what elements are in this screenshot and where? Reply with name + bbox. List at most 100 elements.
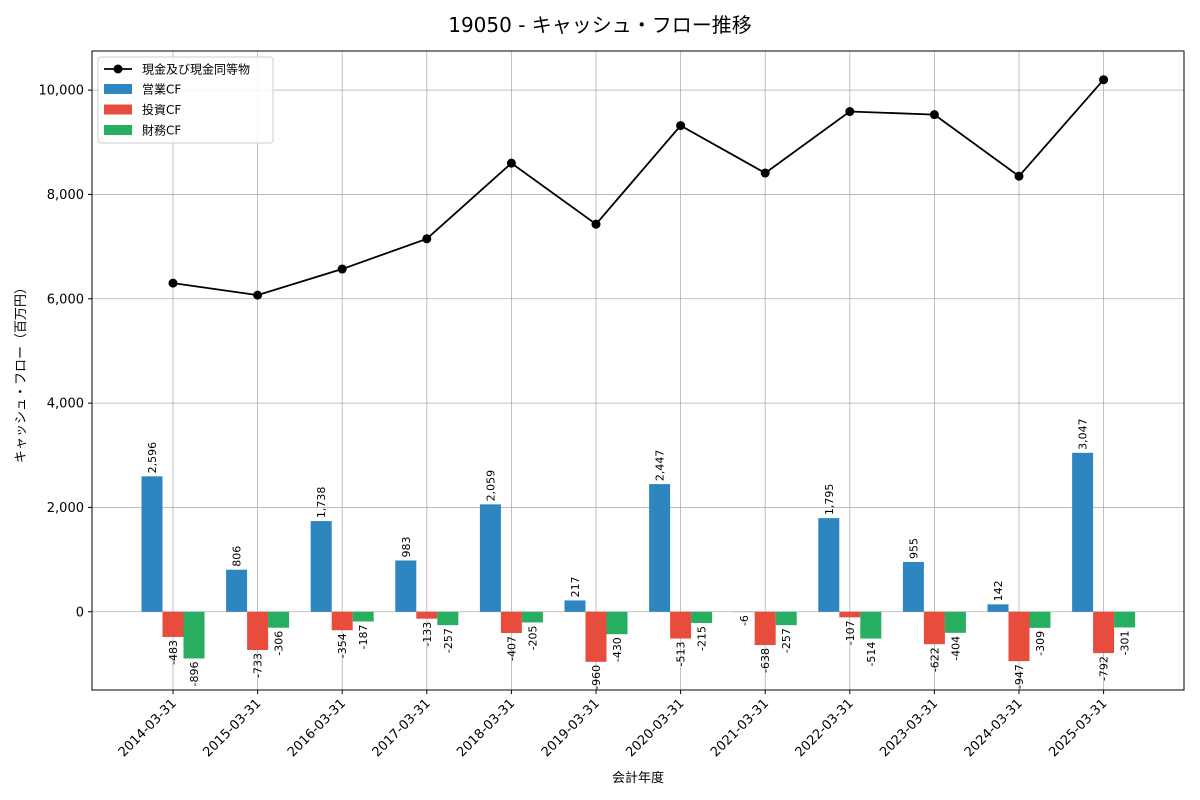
bar-営業CF	[479, 504, 501, 612]
bar-value-label: 983	[400, 536, 413, 557]
bar-value-label: -792	[1098, 656, 1111, 681]
y-tick-label: 4,000	[47, 397, 84, 412]
bar-営業CF	[649, 484, 671, 612]
bar-value-label: 217	[569, 576, 582, 597]
legend-label: 投資CF	[142, 102, 181, 117]
bar-value-label: -6	[738, 615, 751, 626]
y-axis-ticks: 0 2,000 4,000 6,000 8,000 10,000	[39, 84, 92, 620]
bar-投資CF	[670, 611, 692, 639]
bar-投資CF	[923, 611, 945, 645]
bar-value-label: -404	[949, 636, 962, 661]
bar-value-label: -483	[167, 640, 180, 665]
bar-財務CF	[1029, 611, 1051, 628]
bar-value-label: -622	[928, 647, 941, 672]
bar-value-label: -960	[590, 665, 603, 690]
cash-line-path	[172, 79, 1105, 297]
bars	[141, 452, 1136, 662]
cash-line-point	[845, 107, 855, 117]
grid	[92, 51, 1184, 690]
bar-value-label: -896	[188, 661, 201, 686]
bar-value-label: -107	[844, 620, 857, 645]
bar-投資CF	[754, 611, 776, 646]
bar-投資CF	[1008, 611, 1030, 662]
bar-財務CF	[944, 611, 966, 633]
bar-投資CF	[162, 611, 184, 637]
cash-line-point	[506, 158, 516, 168]
bar-value-label: 1,738	[315, 487, 328, 519]
bar-営業CF	[902, 561, 924, 612]
bar-value-label: 142	[992, 580, 1005, 601]
bar-営業CF	[226, 569, 248, 612]
bar-財務CF	[1114, 611, 1136, 628]
bar-財務CF	[437, 611, 459, 626]
y-axis-label: キャッシュ・フロー（百万円）	[14, 281, 29, 463]
cash-line-point	[422, 234, 432, 244]
bar-value-label: -301	[1119, 630, 1132, 655]
bar-value-label: -733	[252, 653, 265, 678]
bar-財務CF	[691, 611, 713, 623]
bar-財務CF	[352, 611, 374, 622]
bar-value-label: -513	[675, 642, 688, 667]
bar-投資CF	[839, 611, 861, 618]
cash-line-point	[1099, 75, 1109, 85]
bar-value-label: 3,047	[1077, 418, 1090, 450]
bar-営業CF	[818, 518, 840, 612]
legend-swatch-財務CF	[104, 125, 132, 135]
legend-label: 営業CF	[142, 83, 181, 97]
bar-value-label: -638	[759, 648, 772, 673]
bar-value-label: 1,795	[823, 484, 836, 516]
cash-line-point	[929, 110, 939, 120]
legend-label: 財務CF	[142, 123, 181, 138]
bar-財務CF	[521, 611, 543, 623]
bar-value-label: -309	[1034, 631, 1047, 656]
cash-line-point	[760, 168, 770, 178]
bar-営業CF	[310, 521, 332, 612]
bar-営業CF	[395, 560, 417, 612]
bar-value-label: 2,059	[484, 470, 497, 502]
legend-label: 現金及び現金同等物	[142, 62, 250, 77]
cash-line-point	[676, 121, 686, 131]
bar-value-label: 955	[907, 538, 920, 559]
bar-財務CF	[860, 611, 882, 639]
plot-frame	[91, 50, 1185, 691]
bar-投資CF	[585, 611, 607, 662]
cash-line-point	[337, 264, 347, 274]
bar-財務CF	[183, 611, 205, 659]
bar-value-label: -257	[780, 628, 793, 653]
bar-営業CF	[141, 476, 163, 612]
bar-value-label: -514	[865, 642, 878, 667]
bar-value-label: -947	[1013, 664, 1026, 689]
chart-title: 19050 - キャッシュ・フロー推移	[448, 13, 752, 37]
bar-営業CF	[1072, 452, 1094, 612]
bar-投資CF	[416, 611, 438, 619]
bar-営業CF	[564, 600, 586, 612]
bar-value-label: -133	[421, 622, 434, 647]
bar-value-label: -430	[611, 637, 624, 662]
bar-営業CF	[987, 604, 1009, 612]
cash-line-point	[1014, 171, 1024, 181]
cash-line	[168, 75, 1109, 300]
bar-財務CF	[268, 611, 290, 628]
bar-投資CF	[500, 611, 522, 633]
y-tick-label: 8,000	[47, 188, 84, 203]
bar-value-label: -205	[526, 625, 539, 650]
legend-swatch-営業CF	[104, 84, 132, 94]
y-tick-label: 10,000	[39, 84, 85, 99]
bar-value-label: -354	[336, 633, 349, 658]
bar-投資CF	[1093, 611, 1115, 654]
legend-line-marker	[113, 64, 123, 74]
cash-line-point	[168, 278, 178, 288]
x-axis-label: 会計年度	[612, 770, 664, 786]
cash-line-point	[253, 290, 263, 300]
legend-box	[97, 56, 274, 144]
bar-value-label: 2,596	[146, 442, 159, 474]
y-tick-label: 6,000	[47, 292, 84, 307]
bar-value-label: 806	[231, 546, 244, 567]
bar-value-label: -257	[442, 628, 455, 653]
bar-value-label: -306	[273, 631, 286, 656]
bar-財務CF	[606, 611, 628, 635]
y-tick-label: 0	[76, 605, 84, 620]
bar-value-label: -187	[357, 625, 370, 650]
